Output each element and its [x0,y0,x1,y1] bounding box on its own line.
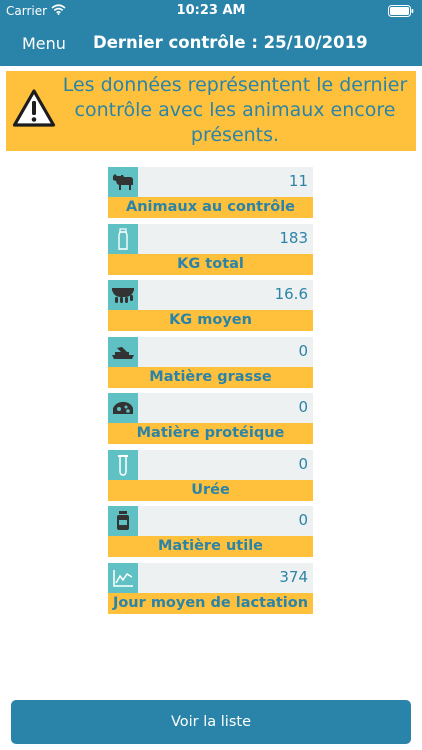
metric-label: Matière grasse [108,366,313,388]
metric-value-row: 11 [108,167,313,197]
metric-card-lactation-days: 374 Jour moyen de lactation [108,562,313,620]
cow-icon [108,167,138,197]
metric-card-useful-matter: 0 Matière utile [108,506,313,563]
metric-label: Matière utile [108,536,313,557]
milk-bottle-icon [108,223,138,254]
metric-value: 0 [298,454,308,473]
metric-card-kg-average: 16.6 KG moyen [108,280,313,337]
status-time: 10:23 AM [176,3,246,18]
metric-card-kg-total: 183 KG total [108,223,313,281]
metric-value-row: 0 [108,336,313,367]
metric-card-animals: 11 Animaux au contrôle [108,167,313,224]
metric-value: 374 [279,567,308,586]
metric-value: 0 [298,398,308,416]
warning-banner: Les données représentent le dernier cont… [6,71,416,151]
udder-icon [108,280,138,310]
metric-label: Matière protéique [108,423,313,444]
metric-value: 183 [279,228,308,247]
menu-button[interactable]: Menu [22,34,66,53]
metric-value: 0 [298,341,308,360]
metric-label: Jour moyen de lactation [108,592,313,614]
metric-label: KG total [108,253,313,275]
metric-card-protein: 0 Matière protéique [108,393,313,450]
metric-value-row: 183 [108,223,313,254]
metric-value: 11 [288,172,308,190]
metric-value-row: 0 [108,449,313,480]
battery-icon [388,5,414,17]
metric-label: Urée [108,479,313,501]
metric-card-urea: 0 Urée [108,449,313,507]
line-chart-icon [108,562,138,593]
warning-message: Les données représentent le dernier cont… [62,74,408,146]
metric-value: 0 [298,511,308,529]
butter-icon [108,336,138,367]
metric-value-row: 0 [108,393,313,423]
wifi-icon [51,4,66,18]
jar-icon [108,506,138,536]
metric-value-row: 374 [108,562,313,593]
warning-icon [12,88,56,132]
status-bar: Carrier 10:23 AM [0,0,422,22]
view-list-button[interactable]: Voir la liste [11,700,411,744]
nav-bar: Menu Dernier contrôle : 25/10/2019 [0,22,422,66]
status-left: Carrier [6,4,66,18]
metric-value-row: 16.6 [108,280,313,310]
metric-label: KG moyen [108,310,313,331]
metric-value-row: 0 [108,506,313,536]
metric-value: 16.6 [274,285,308,303]
metrics-list: 11 Animaux au contrôle 183 KG total [108,167,313,619]
carrier-label: Carrier [6,4,48,18]
test-tube-icon [108,449,138,480]
cheese-icon [108,393,138,423]
metric-label: Animaux au contrôle [108,197,313,218]
page-title: Dernier contrôle : 25/10/2019 [93,33,368,52]
metric-card-fat: 0 Matière grasse [108,336,313,394]
